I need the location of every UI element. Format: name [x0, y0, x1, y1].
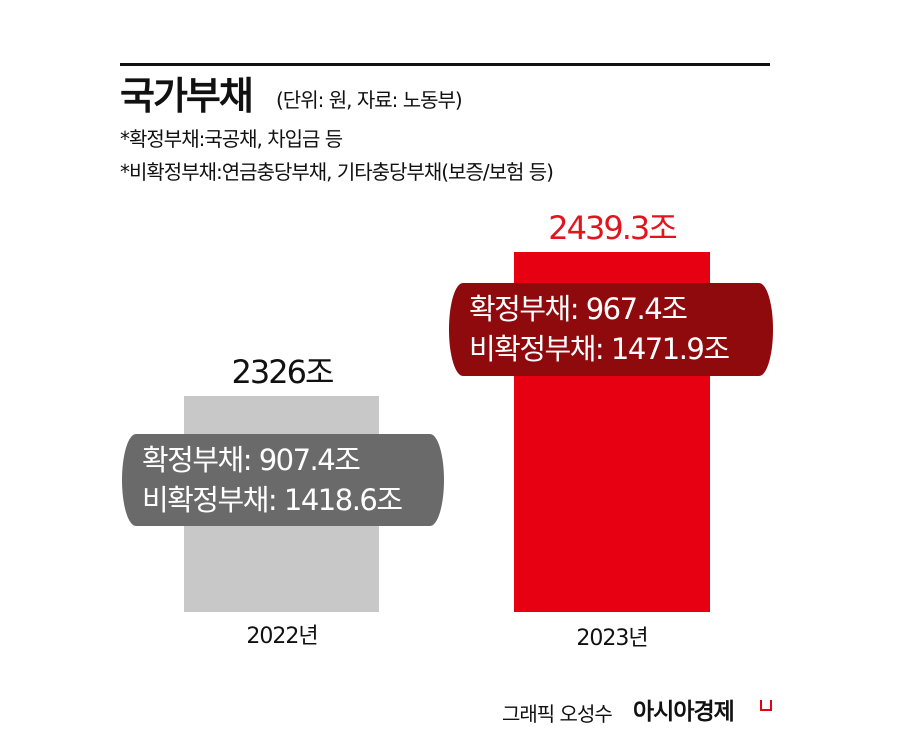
x-label-2022: 2022년: [246, 624, 318, 649]
title-rule: [120, 63, 770, 66]
x-label-2023: 2023년: [576, 626, 648, 651]
brand-mark-icon: [760, 700, 772, 711]
chart-title: 국가부채: [120, 74, 254, 118]
confirmed-debt-2023: 확정부채: 967.4조: [469, 292, 688, 326]
brand-logo-text: 아시아경제: [633, 699, 735, 725]
note-unconfirmed-debt: *비확정부채:연금충당부채, 기타충당부채(보증/보험 등): [120, 160, 554, 184]
total-label-2023: 2439.3조: [548, 209, 677, 247]
unconfirmed-debt-2023: 비확정부채: 1471.9조: [469, 332, 730, 366]
unconfirmed-debt-2022: 비확정부채: 1418.6조: [142, 483, 403, 517]
breakdown-pill-2023: 확정부채: 967.4조 비확정부채: 1471.9조: [449, 283, 773, 376]
unit-source: (단위: 원, 자료: 노동부): [276, 88, 463, 112]
total-label-2022: 2326조: [231, 353, 335, 391]
confirmed-debt-2022: 확정부채: 907.4조: [142, 443, 361, 477]
note-confirmed-debt: *확정부채:국공채, 차입금 등: [120, 127, 343, 151]
graphic-credit: 그래픽 오성수: [502, 702, 613, 726]
breakdown-pill-2022: 확정부채: 907.4조 비확정부채: 1418.6조: [122, 434, 444, 526]
